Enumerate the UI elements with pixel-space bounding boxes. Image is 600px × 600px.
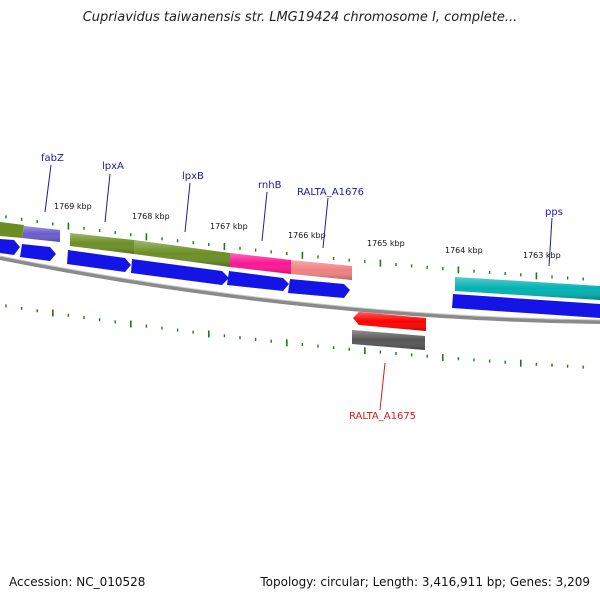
cds-arrow[interactable] [0,239,20,255]
chromosome-backbone-highlight [0,255,600,321]
scale-label: 1766 kbp [288,231,326,240]
scale-label: 1767 kbp [210,222,248,231]
tick-marks-upper [5,215,584,281]
cds-arrow[interactable] [452,294,600,318]
lpxA-leader [104,173,111,223]
gene-label-ralta-a1675[interactable]: RALTA_A1675 [349,411,416,422]
ralta-a1675-feature-shade [353,312,426,331]
fabZ-feature-shade [22,226,60,242]
topology-text: Topology: circular; Length: 3,416,911 bp… [260,575,590,589]
scale-label: 1765 kbp [367,239,405,248]
gene-label-ralta-a1676[interactable]: RALTA_A1676 [297,187,364,198]
gene-label-lpxA[interactable]: lpxA [102,161,124,172]
scale-label: 1763 kbp [523,251,561,260]
pps-leader [548,217,553,267]
accession-text: Accession: NC_010528 [9,575,146,589]
cds-arrow[interactable] [288,279,350,298]
lpxA-feature-shade [70,233,134,254]
gene-label-fabZ[interactable]: fabZ [41,153,64,164]
gene-label-pps[interactable]: pps [545,207,563,218]
rnhB-leader [261,191,268,242]
ralta-a1675-cds-shade [352,330,425,350]
cds-arrow[interactable] [131,259,229,285]
scale-label: 1768 kbp [132,212,170,221]
lpxB-leader [184,182,191,233]
lpxB-feature-shade [134,240,230,267]
scale-label: 1769 kbp [54,202,92,211]
pps-feature-shade [455,277,600,300]
cds-arrow[interactable] [20,244,56,261]
upstream-feature[interactable] [0,222,24,238]
gene-label-lpxB[interactable]: lpxB [182,171,204,182]
scale-label: 1764 kbp [445,246,483,255]
cds-arrow[interactable] [67,250,131,272]
cds-arrow[interactable] [227,271,289,291]
ralta-a1676-leader [322,197,329,249]
fabZ-leader [44,164,52,213]
map-title: Cupriavidus taiwanensis str. LMG19424 ch… [82,10,518,25]
gene-label-rnhB[interactable]: rnhB [258,180,282,191]
rnhB-feature-shade [230,253,291,274]
ralta-a1676-feature-shade [291,260,352,280]
chromosome-backbone [0,256,600,324]
tick-marks-lower [5,304,584,369]
ralta-a1675-leader [379,362,386,411]
